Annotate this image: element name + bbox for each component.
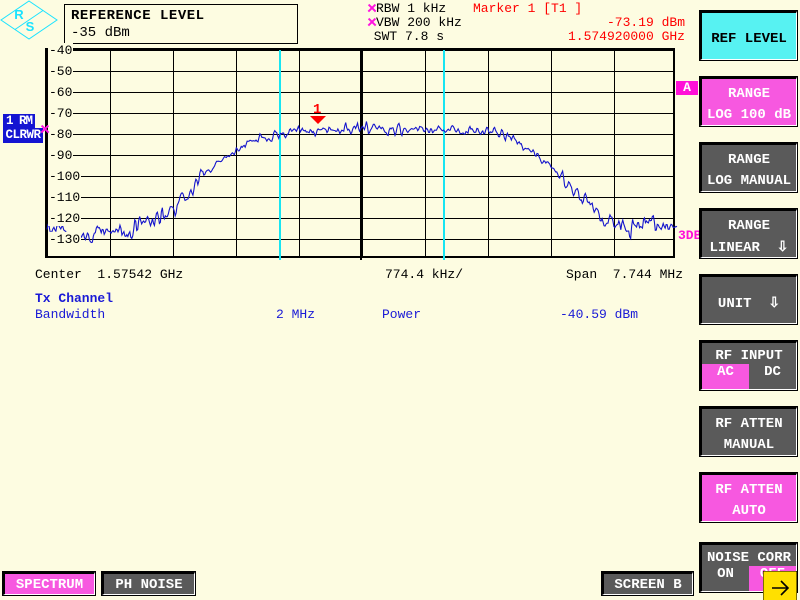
svg-text:S: S xyxy=(26,19,35,34)
svg-text:R: R xyxy=(14,7,24,22)
